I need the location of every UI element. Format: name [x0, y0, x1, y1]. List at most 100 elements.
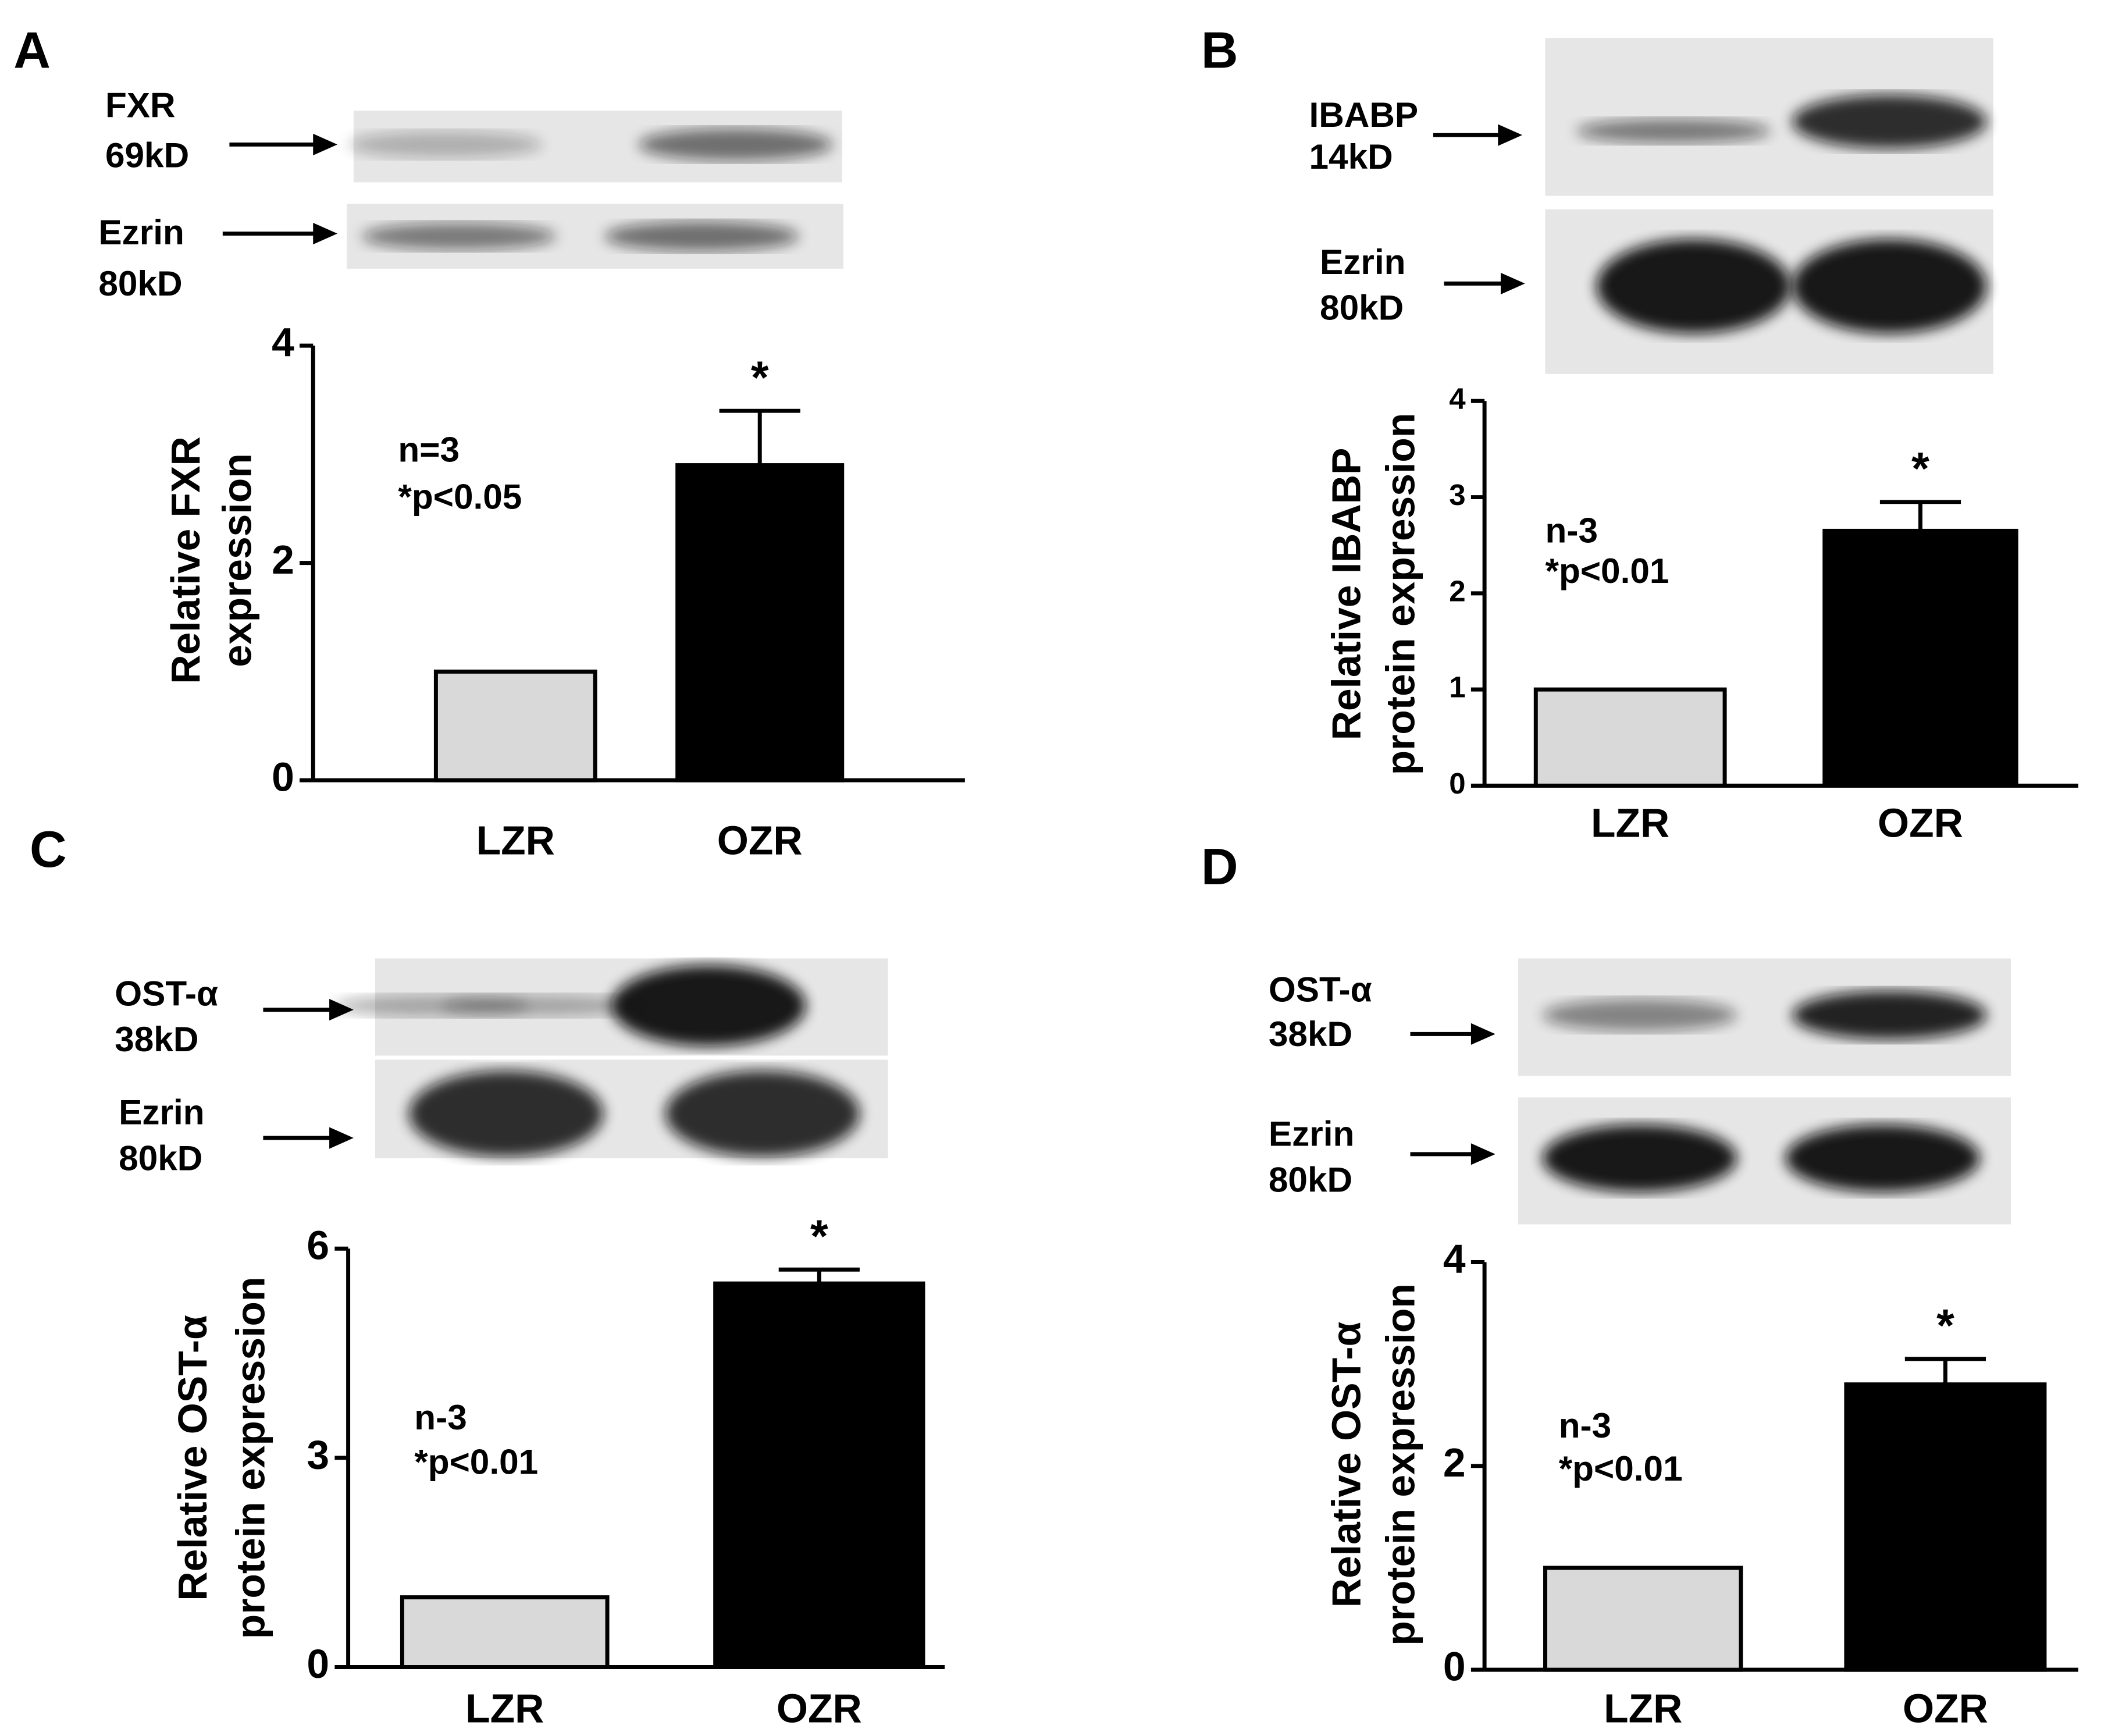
annotation: *p<0.05	[398, 477, 522, 517]
blot-band	[611, 965, 806, 1047]
blot-band	[408, 1070, 604, 1157]
panel-letter: A	[13, 21, 51, 79]
bar	[1533, 687, 1727, 788]
blot-band	[665, 1070, 860, 1157]
blot-band	[1542, 1124, 1737, 1192]
annotation: n-3	[1546, 511, 1598, 550]
annotation: *p<0.01	[1546, 551, 1669, 590]
blot-band	[1785, 1124, 1980, 1192]
error-bar	[778, 1267, 860, 1284]
blot-size: 14kD	[1309, 137, 1393, 176]
y-tick-label: 3	[1449, 478, 1465, 511]
annotation: *p<0.01	[414, 1442, 538, 1481]
significance-mark: *	[1911, 443, 1929, 495]
y-axis-label: protein expression	[1377, 413, 1423, 775]
blot-band	[1576, 119, 1771, 144]
blot-band	[1792, 239, 1987, 334]
annotation: *p<0.01	[1559, 1449, 1683, 1488]
y-axis-label: Relative FXR	[163, 436, 208, 684]
y-axis-label: expression	[214, 453, 259, 667]
blot-size: 38kD	[115, 1019, 198, 1059]
blot-protein: OST-α	[1269, 969, 1372, 1009]
y-tick-label: 2	[1449, 574, 1465, 607]
blot-band	[1542, 999, 1737, 1031]
blot-protein: IBABP	[1309, 95, 1418, 134]
y-tick-label: 1	[1449, 671, 1465, 704]
arrow-head	[329, 999, 354, 1021]
y-tick-label: 0	[1443, 1644, 1466, 1689]
bar	[713, 1281, 925, 1669]
panel-letter: B	[1201, 21, 1238, 79]
panel-letter: C	[30, 820, 67, 878]
blot-size: 80kD	[1320, 288, 1404, 328]
error-bar	[1879, 500, 1961, 531]
arrow-head	[1500, 272, 1525, 294]
bar	[675, 463, 845, 782]
blot-protein: Ezrin	[119, 1093, 204, 1132]
y-axis-label: Relative OST-α	[170, 1315, 215, 1601]
x-tick-label: LZR	[1591, 800, 1669, 845]
annotation: n-3	[1559, 1406, 1611, 1445]
error-bar	[719, 408, 800, 465]
blot-band	[1596, 239, 1791, 334]
y-axis-label: protein expression	[228, 1277, 273, 1639]
x-tick-label: OZR	[1878, 800, 1963, 845]
y-tick-label: 3	[307, 1432, 329, 1477]
annotation: n=3	[398, 429, 460, 469]
arrow-head	[313, 222, 338, 245]
y-axis-label: Relative OST-α	[1323, 1322, 1369, 1608]
blot-size: 80kD	[98, 264, 182, 303]
y-tick-label: 0	[1449, 767, 1465, 800]
blot-protein: Ezrin	[1269, 1114, 1354, 1154]
blot-band	[361, 222, 556, 250]
y-axis-label: protein expression	[1377, 1283, 1423, 1646]
y-tick-label: 2	[272, 537, 294, 582]
blot-band	[1792, 991, 1987, 1040]
y-tick-label: 4	[1449, 382, 1466, 415]
bar	[1822, 528, 2018, 788]
blot-protein: FXR	[105, 86, 176, 125]
y-tick-label: 0	[272, 755, 294, 800]
blot-band	[1792, 94, 1987, 149]
panel-letter: D	[1201, 838, 1238, 895]
blot-size: 80kD	[119, 1138, 202, 1178]
bar	[1543, 1566, 1743, 1672]
error-bar	[1904, 1357, 1986, 1385]
blot-protein: Ezrin	[98, 212, 184, 252]
arrow-head	[313, 133, 338, 155]
y-tick-label: 6	[307, 1223, 329, 1268]
annotation: n-3	[414, 1397, 467, 1437]
arrow-head	[1470, 1143, 1495, 1165]
blot-protein: Ezrin	[1320, 242, 1405, 282]
arrow-head	[1470, 1023, 1495, 1045]
x-tick-label: OZR	[777, 1685, 862, 1731]
blot-size: 80kD	[1269, 1160, 1352, 1200]
y-tick-label: 4	[272, 320, 294, 365]
blot-size: 69kD	[105, 136, 189, 175]
significance-mark: *	[751, 352, 769, 403]
x-tick-label: OZR	[1903, 1685, 1988, 1731]
bar	[1844, 1382, 2047, 1672]
arrow-head	[1498, 124, 1523, 146]
bar	[400, 1595, 610, 1669]
y-axis-label: Relative IBABP	[1323, 448, 1369, 741]
blot-protein: OST-α	[115, 973, 218, 1013]
x-tick-label: OZR	[717, 818, 803, 863]
x-tick-label: LZR	[465, 1685, 544, 1731]
blot-band	[604, 221, 799, 251]
y-tick-label: 2	[1443, 1440, 1466, 1485]
blot-band	[442, 995, 638, 1017]
significance-mark: *	[810, 1211, 828, 1262]
bar	[433, 669, 597, 782]
blot-band	[348, 131, 543, 158]
x-tick-label: LZR	[1604, 1685, 1682, 1731]
blot-size: 38kD	[1269, 1014, 1352, 1054]
blot-band	[638, 128, 833, 161]
significance-mark: *	[1936, 1300, 1954, 1351]
y-tick-label: 4	[1443, 1236, 1466, 1282]
y-tick-label: 0	[307, 1641, 329, 1687]
arrow-head	[329, 1127, 354, 1149]
x-tick-label: LZR	[476, 818, 555, 863]
